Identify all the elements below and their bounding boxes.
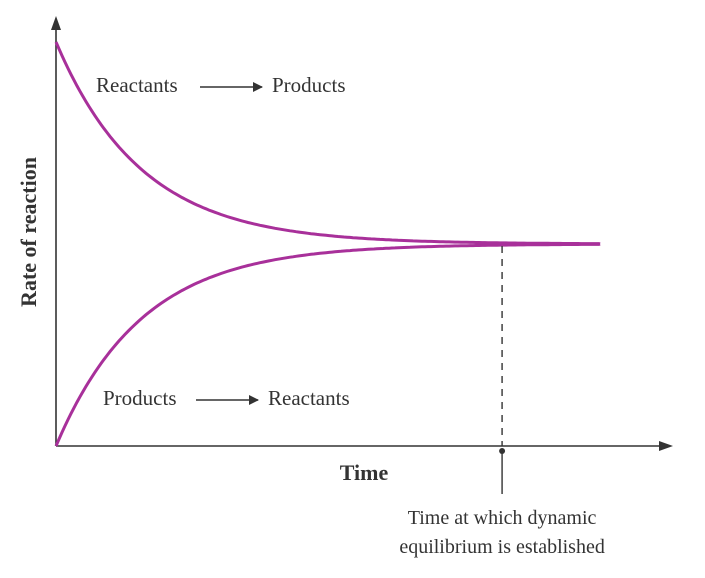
x-axis-title: Time <box>340 460 389 485</box>
equilibrium-note-line-2: equilibrium is established <box>399 536 605 558</box>
x-axis-arrowhead <box>659 441 673 451</box>
reverse-label-to: Reactants <box>268 386 350 410</box>
series-line-reverse <box>54 242 601 447</box>
series-line-forward <box>54 41 601 246</box>
reverse-label-from: Products <box>103 386 177 410</box>
forward-label-from: Reactants <box>96 73 178 97</box>
forward-label-to: Products <box>272 73 346 97</box>
y-axis-title: Rate of reaction <box>16 157 41 307</box>
y-axis-arrowhead <box>51 16 61 30</box>
equilibrium-note-line-1: Time at which dynamic <box>408 507 597 529</box>
